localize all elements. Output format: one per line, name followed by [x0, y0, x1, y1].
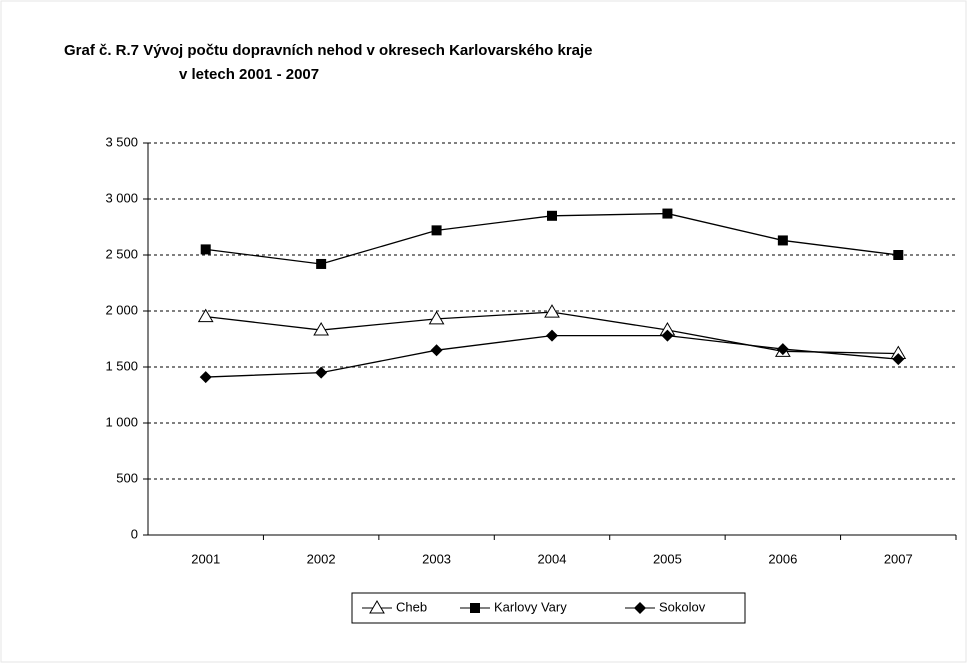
x-tick-label: 2005: [653, 551, 682, 566]
x-tick-label: 2006: [768, 551, 797, 566]
marker: [199, 371, 212, 384]
chart-title: v letech 2001 - 2007: [179, 66, 319, 83]
x-tick-label: 2004: [538, 551, 567, 566]
marker: [197, 308, 214, 323]
chart-title: Graf č. R.7 Vývoj počtu dopravních nehod…: [64, 42, 593, 59]
marker: [369, 600, 385, 614]
legend-box: [351, 592, 746, 624]
marker: [200, 244, 211, 255]
x-tick-label: 2001: [191, 551, 220, 566]
marker: [430, 344, 443, 357]
legend-label: Sokolov: [659, 599, 706, 614]
y-tick-label: 500: [116, 470, 138, 485]
marker: [661, 329, 674, 342]
marker: [544, 304, 560, 318]
legend-label: Karlovy Vary: [494, 599, 567, 614]
y-tick-label: 0: [131, 526, 138, 541]
marker: [662, 208, 673, 219]
marker: [777, 235, 788, 246]
marker: [892, 353, 905, 366]
marker: [431, 225, 442, 236]
y-tick-label: 2 500: [105, 246, 138, 261]
y-tick-label: 1 500: [105, 358, 138, 373]
marker: [316, 258, 327, 269]
y-tick-label: 3 000: [105, 190, 138, 205]
marker: [428, 310, 445, 325]
y-tick-label: 1 000: [105, 414, 138, 429]
marker: [313, 322, 330, 336]
x-tick-label: 2003: [422, 551, 451, 566]
marker: [634, 602, 646, 614]
marker: [546, 329, 558, 342]
x-tick-label: 2007: [884, 551, 913, 566]
marker: [893, 250, 904, 260]
y-tick-label: 2 000: [105, 302, 138, 317]
x-tick-label: 2002: [307, 551, 336, 566]
marker: [470, 603, 480, 613]
legend-label: Cheb: [396, 599, 427, 614]
marker: [547, 210, 557, 221]
marker: [776, 343, 789, 356]
y-tick-label: 3 500: [105, 134, 138, 149]
marker: [315, 366, 328, 379]
